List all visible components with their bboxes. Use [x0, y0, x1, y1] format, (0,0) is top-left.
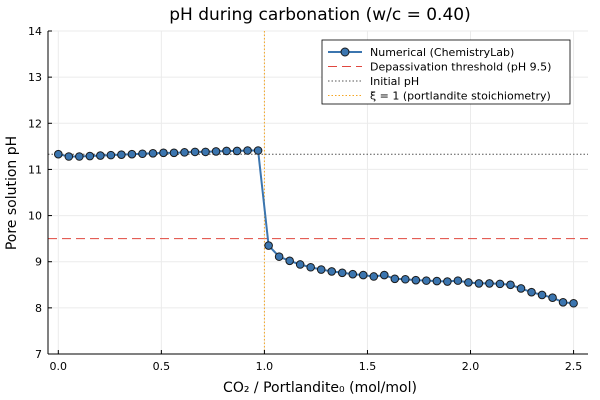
- data-point: [127, 149, 137, 159]
- data-point: [106, 150, 116, 160]
- axes: 0.0 0.5 1.0 1.5 2.0 2.5 7 8 9 10 11 12 13 14: [28, 25, 588, 373]
- data-point: [443, 277, 452, 286]
- series-line: [58, 149, 574, 305]
- data-point: [337, 268, 347, 278]
- y-tick-label: 11: [28, 163, 42, 176]
- data-point: [432, 276, 442, 286]
- data-point: [169, 148, 179, 158]
- data-point: [569, 298, 578, 308]
- legend-marker: [340, 47, 350, 57]
- data-point: [148, 148, 158, 158]
- data-point: [527, 287, 536, 297]
- x-tick-label: 0.5: [153, 360, 171, 373]
- data-point: [54, 149, 63, 159]
- data-point: [222, 146, 231, 156]
- data-point: [506, 280, 515, 290]
- data-point: [264, 241, 273, 250]
- data-point: [96, 151, 105, 160]
- data-point: [85, 151, 95, 161]
- data-point: [190, 147, 200, 157]
- data-point: [495, 279, 505, 289]
- data-point: [422, 276, 431, 285]
- data-point: [348, 269, 358, 279]
- data-point: [411, 275, 421, 285]
- legend: Numerical (ChemistryLab) Depassivation th…: [321, 39, 571, 105]
- x-tick-label: 1.0: [256, 360, 274, 373]
- data-point: [453, 276, 463, 285]
- data-point: [159, 148, 168, 158]
- y-tick-label: 14: [28, 25, 42, 38]
- y-tick-label: 12: [28, 117, 42, 130]
- y-tick-label: 7: [35, 348, 42, 361]
- data-point: [180, 148, 189, 157]
- data-point: [117, 150, 126, 159]
- legend-box: [321, 39, 571, 105]
- data-point: [316, 265, 326, 274]
- data-point: [548, 293, 557, 303]
- data-point: [285, 256, 294, 266]
- data-point: [379, 270, 389, 280]
- y-tick-label: 9: [35, 256, 42, 269]
- data-point: [369, 272, 379, 281]
- data-point: [485, 279, 494, 288]
- data-point: [516, 284, 526, 293]
- data-point: [274, 252, 284, 261]
- data-point: [211, 147, 221, 156]
- data-point: [253, 146, 263, 155]
- data-point: [306, 262, 315, 272]
- data-point: [537, 290, 547, 300]
- legend-label: Initial pH: [370, 75, 419, 88]
- y-tick-label: 13: [28, 71, 42, 84]
- data-point: [138, 149, 147, 159]
- reference-lines: [48, 31, 588, 354]
- data-point: [327, 267, 337, 276]
- data-point: [464, 278, 473, 287]
- data-point: [558, 298, 568, 307]
- legend-label: ξ = 1 (portlandite stoichiometry): [370, 90, 551, 103]
- data-point: [358, 270, 368, 280]
- data-point: [295, 260, 305, 269]
- x-axis-label: CO₂ / Portlandite₀ (mol/mol): [223, 380, 417, 396]
- data-point: [474, 279, 484, 288]
- x-tick-label: 1.5: [359, 360, 377, 373]
- legend-label: Numerical (ChemistryLab): [370, 46, 514, 59]
- x-tick-label: 2.5: [565, 360, 583, 373]
- data-point: [243, 146, 252, 155]
- y-axis-label: Pore solution pH: [4, 136, 20, 250]
- series: [54, 146, 578, 308]
- data-point: [75, 152, 84, 161]
- data-point: [390, 274, 400, 284]
- data-point: [64, 152, 74, 161]
- data-point: [232, 146, 242, 156]
- x-tick-label: 0.0: [50, 360, 68, 373]
- chart-title: pH during carbonation (w/c = 0.40): [169, 5, 470, 25]
- legend-label: Depassivation threshold (pH 9.5): [370, 61, 551, 74]
- y-tick-label: 8: [35, 302, 42, 315]
- y-tick-label: 10: [28, 210, 42, 223]
- data-point: [401, 274, 410, 284]
- x-tick-label: 2.0: [462, 360, 480, 373]
- data-point: [201, 147, 210, 157]
